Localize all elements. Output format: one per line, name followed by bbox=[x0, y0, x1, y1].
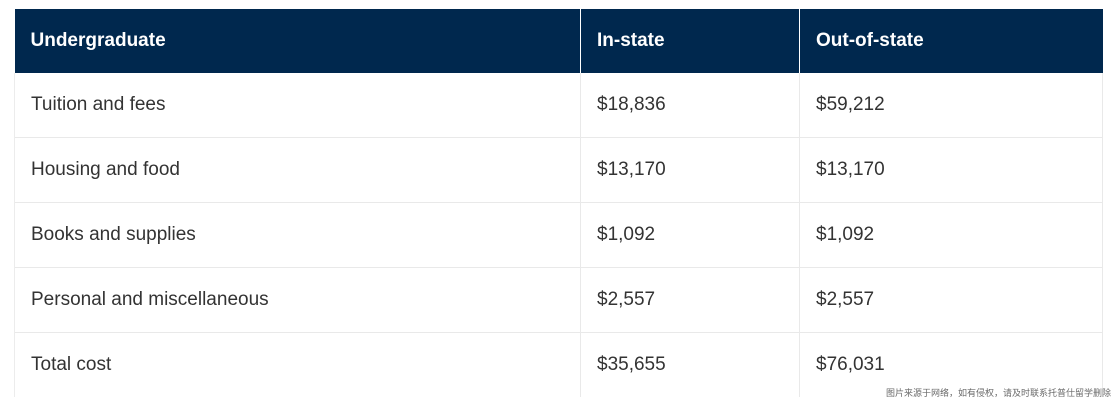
table-header: Undergraduate In-state Out-of-state bbox=[14, 9, 1103, 73]
out-of-state-value: $2,557 bbox=[799, 267, 1103, 333]
cost-of-attendance-table: Undergraduate In-state Out-of-state Tuit… bbox=[14, 9, 1103, 397]
out-of-state-value: $13,170 bbox=[799, 137, 1103, 203]
source-watermark: 图片来源于网络，如有侵权，请及时联系托普仕留学删除 bbox=[885, 389, 1111, 399]
table-row: Books and supplies $1,092 $1,092 bbox=[14, 202, 1103, 268]
in-state-value: $18,836 bbox=[580, 73, 800, 138]
row-label: Tuition and fees bbox=[14, 73, 581, 138]
in-state-value: $1,092 bbox=[580, 202, 800, 268]
row-label: Personal and miscellaneous bbox=[14, 267, 581, 333]
in-state-value: $13,170 bbox=[580, 137, 800, 203]
header-out-of-state: Out-of-state bbox=[799, 9, 1103, 73]
row-label: Total cost bbox=[14, 332, 581, 397]
out-of-state-value: $1,092 bbox=[799, 202, 1103, 268]
header-in-state: In-state bbox=[580, 9, 800, 73]
header-undergraduate: Undergraduate bbox=[14, 9, 581, 73]
row-label: Books and supplies bbox=[14, 202, 581, 268]
table-body: Tuition and fees $18,836 $59,212 Housing… bbox=[14, 73, 1103, 397]
out-of-state-value: $59,212 bbox=[799, 73, 1103, 138]
header-row: Undergraduate In-state Out-of-state bbox=[14, 9, 1103, 73]
table-row: Tuition and fees $18,836 $59,212 bbox=[14, 73, 1103, 138]
table-row: Personal and miscellaneous $2,557 $2,557 bbox=[14, 267, 1103, 333]
row-label: Housing and food bbox=[14, 137, 581, 203]
in-state-value: $2,557 bbox=[580, 267, 800, 333]
in-state-value: $35,655 bbox=[580, 332, 800, 397]
table-row: Housing and food $13,170 $13,170 bbox=[14, 137, 1103, 203]
table-row-total: Total cost $35,655 $76,031 bbox=[14, 332, 1103, 397]
out-of-state-value: $76,031 bbox=[799, 332, 1103, 397]
